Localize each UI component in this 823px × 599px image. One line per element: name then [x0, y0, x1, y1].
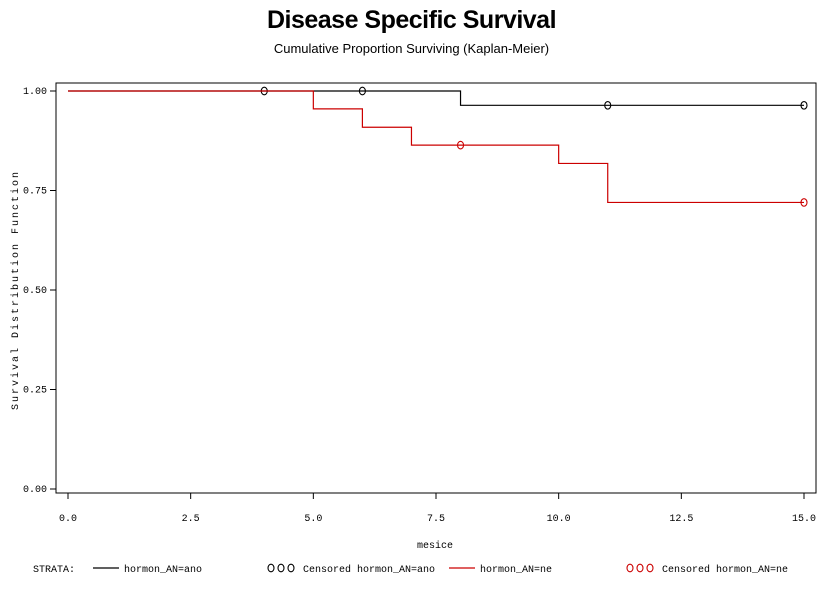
y-tick-label: 0.25 — [23, 386, 47, 397]
x-tick-label: 10.0 — [547, 514, 571, 525]
legend: STRATA: hormon_AN=ano Censored hormon_AN=a… — [33, 563, 788, 576]
survival-curve-2 — [68, 90, 804, 204]
legend-censor-swatch — [267, 563, 275, 573]
y-tick-label: 0.50 — [23, 286, 47, 297]
x-axis-label: mesice — [417, 540, 453, 552]
legend-item-label: Censored hormon_AN=ne — [662, 564, 788, 576]
x-tick-label: 12.5 — [669, 514, 693, 525]
y-tick-label: 0.75 — [23, 187, 47, 198]
plot-frame — [55, 82, 817, 494]
x-tick-label: 2.5 — [182, 514, 200, 525]
censor-marker — [604, 100, 612, 110]
y-axis-label: Survival Distribution Function — [10, 170, 22, 410]
chart-title: Disease Specific Survival — [266, 6, 557, 34]
legend-censor-swatch — [277, 563, 285, 573]
legend-item-label: hormon_AN=ano — [124, 564, 202, 576]
legend-censor-swatch — [646, 563, 654, 573]
censor-marker — [800, 198, 808, 207]
legend-item-label: Censored hormon_AN=ano — [303, 564, 435, 576]
legend-censor-swatch — [636, 563, 644, 573]
legend-strata-label: STRATA: — [33, 565, 75, 576]
y-tick-label: 1.00 — [23, 87, 47, 98]
censor-marker — [358, 86, 366, 96]
y-tick-label: 0.00 — [23, 485, 47, 496]
x-tick-label: 0.0 — [59, 514, 77, 525]
x-tick-label: 15.0 — [792, 514, 816, 525]
series-layer — [68, 86, 808, 207]
legend-item-label: hormon_AN=ne — [480, 564, 552, 576]
x-tick-label: 7.5 — [427, 514, 445, 525]
legend-censor-swatch — [626, 563, 634, 573]
x-tick-label: 5.0 — [304, 514, 322, 525]
x-axis: 0.0 2.5 5.0 7.5 10.0 12.5 15.0 — [59, 493, 816, 525]
survival-curve-1 — [68, 90, 804, 106]
y-axis: 0.00 0.25 0.50 0.75 1.00 — [23, 87, 56, 496]
chart-subtitle: Cumulative Proportion Surviving (Kaplan-… — [273, 41, 550, 56]
censor-marker — [456, 140, 465, 150]
censor-marker — [800, 100, 808, 110]
legend-censor-swatch — [287, 563, 295, 573]
